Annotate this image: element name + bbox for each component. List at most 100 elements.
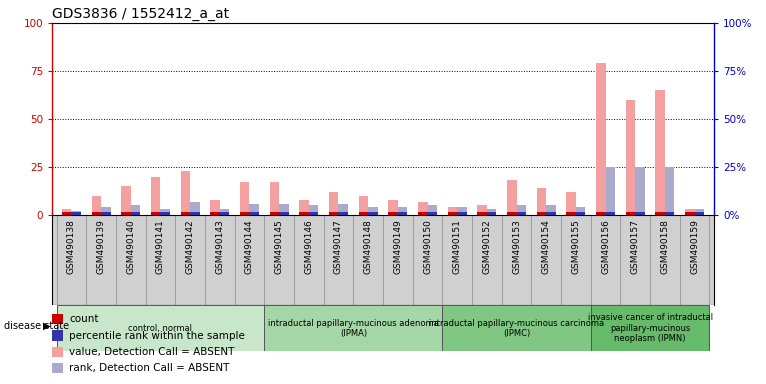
Text: control, normal: control, normal	[129, 324, 192, 333]
Text: percentile rank within the sample: percentile rank within the sample	[69, 331, 245, 341]
Text: GSM490146: GSM490146	[304, 220, 313, 274]
Bar	[300, 200, 309, 215]
Bar	[537, 188, 546, 215]
Text: count: count	[69, 314, 99, 324]
Bar	[576, 207, 585, 215]
Text: GSM490157: GSM490157	[630, 220, 640, 275]
Bar	[160, 209, 170, 215]
Bar	[626, 100, 635, 215]
Bar	[190, 202, 200, 215]
Text: GSM490150: GSM490150	[423, 220, 432, 275]
Bar	[626, 212, 635, 215]
Bar	[695, 212, 704, 215]
Bar	[427, 205, 437, 215]
Bar	[309, 212, 319, 215]
Bar	[181, 212, 190, 215]
Text: GSM490138: GSM490138	[67, 220, 76, 275]
Text: GSM490149: GSM490149	[393, 220, 402, 274]
Bar	[447, 207, 457, 215]
Text: invasive cancer of intraductal
papillary-mucinous
neoplasm (IPMN): invasive cancer of intraductal papillary…	[588, 313, 712, 343]
Bar	[566, 192, 576, 215]
Bar	[656, 90, 665, 215]
Text: GSM490139: GSM490139	[97, 220, 106, 275]
Bar	[52, 330, 63, 341]
Bar	[368, 207, 378, 215]
Bar	[279, 212, 289, 215]
Bar	[546, 205, 555, 215]
Bar	[121, 186, 131, 215]
Bar	[695, 209, 704, 215]
Bar	[62, 209, 71, 215]
Bar	[388, 212, 398, 215]
Bar	[240, 182, 250, 215]
Bar	[339, 212, 348, 215]
Bar	[92, 196, 101, 215]
Bar	[279, 204, 289, 215]
Text: GSM490143: GSM490143	[215, 220, 224, 274]
Bar	[270, 182, 279, 215]
Bar	[566, 212, 576, 215]
Bar	[151, 212, 160, 215]
Bar	[665, 212, 674, 215]
Text: GSM490140: GSM490140	[126, 220, 136, 274]
Bar	[358, 212, 368, 215]
Bar	[507, 212, 516, 215]
Bar	[418, 202, 427, 215]
Text: GSM490155: GSM490155	[571, 220, 581, 275]
Bar	[591, 305, 709, 351]
Text: GSM490152: GSM490152	[483, 220, 491, 274]
Bar	[181, 171, 190, 215]
Bar	[131, 212, 140, 215]
Bar	[52, 363, 63, 373]
Text: GSM490148: GSM490148	[364, 220, 373, 274]
Bar	[264, 305, 442, 351]
Bar	[151, 177, 160, 215]
Bar	[101, 212, 110, 215]
Text: GSM490156: GSM490156	[601, 220, 610, 275]
Bar	[358, 196, 368, 215]
Bar	[516, 212, 526, 215]
Bar	[339, 204, 348, 215]
Text: GSM490154: GSM490154	[542, 220, 551, 274]
Bar	[71, 212, 81, 215]
Bar	[131, 205, 140, 215]
Bar	[92, 212, 101, 215]
Bar	[596, 63, 606, 215]
Bar	[507, 180, 516, 215]
Text: GSM490159: GSM490159	[690, 220, 699, 275]
Bar	[62, 212, 71, 215]
Bar	[52, 347, 63, 357]
Bar	[457, 207, 466, 215]
Bar	[546, 212, 555, 215]
Bar	[442, 305, 591, 351]
Bar	[52, 314, 63, 324]
Bar	[576, 212, 585, 215]
Bar	[398, 212, 408, 215]
Text: intraductal papillary-mucinous adenoma
(IPMA): intraductal papillary-mucinous adenoma (…	[268, 319, 439, 338]
Bar	[329, 192, 339, 215]
Text: value, Detection Call = ABSENT: value, Detection Call = ABSENT	[69, 347, 234, 357]
Bar	[211, 200, 220, 215]
Bar	[457, 212, 466, 215]
Bar	[160, 212, 170, 215]
Bar	[447, 212, 457, 215]
Bar	[596, 212, 606, 215]
Text: GDS3836 / 1552412_a_at: GDS3836 / 1552412_a_at	[52, 7, 229, 21]
Text: rank, Detection Call = ABSENT: rank, Detection Call = ABSENT	[69, 363, 229, 373]
Text: GSM490145: GSM490145	[275, 220, 283, 274]
Bar	[665, 167, 674, 215]
Text: disease state: disease state	[4, 321, 69, 331]
Bar	[309, 205, 319, 215]
Bar	[606, 167, 615, 215]
Bar	[101, 207, 110, 215]
Bar	[250, 212, 259, 215]
Bar	[656, 212, 665, 215]
Bar	[685, 212, 695, 215]
Bar	[418, 212, 427, 215]
Bar	[635, 167, 645, 215]
Text: GSM490153: GSM490153	[512, 220, 521, 275]
Text: GSM490142: GSM490142	[185, 220, 195, 274]
Bar	[477, 205, 487, 215]
Bar	[516, 205, 526, 215]
Text: ▶: ▶	[43, 321, 51, 331]
